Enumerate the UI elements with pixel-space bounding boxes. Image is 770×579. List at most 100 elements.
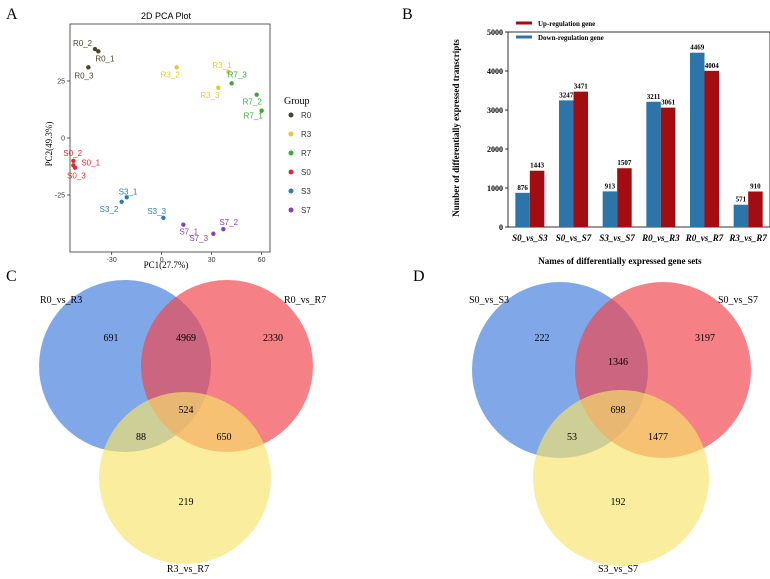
bar-data-label: 3061 [661,99,676,107]
pca-plot-frame [69,23,271,253]
venn-d-count-c-only: 192 [611,497,626,508]
bar-x-tick-label: R3_vs_R7 [728,233,767,243]
bar-s0_vs_s7-down [559,100,574,227]
bar-x-tick-label: S0_vs_S7 [556,233,592,243]
pca-legend-label: S3 [301,187,311,196]
pca-point-label: S7_2 [219,218,238,227]
bar-y-tick-label: 5000 [487,28,503,37]
pca-legend-label: R0 [301,111,312,120]
bar-r0_vs_r7-down [690,52,705,227]
bar-s0_vs_s7-up [573,91,588,227]
pca-point-r7_2 [254,92,259,97]
bar-data-label: 876 [517,184,528,192]
pca-point-label: R0_1 [95,54,115,63]
pca-point-s7_3 [211,231,216,236]
pca-legend-swatch-r0 [288,112,294,118]
pca-legend-label: R3 [301,130,312,139]
pca-point-label: S7_1 [179,228,198,237]
pca-x-tick-label: 30 [208,257,216,264]
pca-legend-swatch-s7 [288,207,294,213]
bar-data-label: 1507 [617,159,632,167]
bar-r3_vs_r7-up [748,191,763,227]
pca-point-label: R0_2 [73,39,93,48]
bar-y-tick-label: 2000 [487,145,503,154]
pca-point-r7_1 [259,108,264,113]
pca-point-r0_3 [86,65,91,70]
pca-title: 2D PCA Plot [141,11,192,21]
venn-c-count-b-only: 2330 [263,333,283,344]
pca-point-label: S7_3 [189,234,208,243]
pca-x-axis-label: PC1(27.7%) [144,260,189,270]
pca-legend-swatch-r3 [288,131,294,137]
venn-c-label-set-c: R3_vs_R7 [167,564,209,575]
bar-y-tick-label: 1000 [487,184,503,193]
venn-d-label-set-c: S3_vs_S7 [598,564,638,575]
pca-point-s3_2 [119,199,124,205]
bar-s0_vs_s3-down [515,192,530,227]
pca-y-tick-label: 0 [61,136,65,143]
panel-letter-d: D [413,268,425,285]
bar-y-tick-label: 0 [499,223,503,232]
bar-data-label: 1443 [530,162,545,170]
pca-point-s0_3 [72,165,78,170]
pca-x-tick-label: -30 [107,257,117,264]
pca-point-label: R7_2 [243,98,263,107]
pca-point-label: S0_3 [67,172,86,181]
pca-point-r0_1 [96,49,101,54]
pca-point-label: S0_1 [81,158,100,167]
venn-c-count-ac: 88 [136,432,146,443]
pca-point-s7_2 [221,227,226,232]
pca-panel: 2D PCA Plot -30 0 30 60 -25 0 25 R0_2R0_1R0_3 R… [44,11,312,270]
pca-point-label: S3_1 [119,187,138,196]
bar-s0_vs_s3-up [529,170,545,227]
bar-data-label: 3247 [559,91,574,99]
pca-legend-swatch-s0 [288,169,294,175]
bar-s3_vs_s7-down [602,191,618,227]
venn-d-count-abc: 698 [611,405,626,416]
bar-x-tick-label: R0_vs_R3 [641,233,680,243]
pca-y-tick-label: 25 [57,79,65,86]
venn-c-label-set-b: R0_vs_R7 [284,295,326,306]
bar-x-axis-label: Names of differentially expressed gene s… [538,256,702,266]
bar-x-tick-label: S3_vs_S7 [599,233,635,243]
pca-point-label: R3_1 [212,61,232,70]
bar-r0_vs_r3-down [646,101,661,227]
bar-y-tick-label: 4000 [487,67,503,76]
bar-x-tick-label: S0_vs_S3 [512,233,548,243]
venn-c-count-c-only: 219 [179,497,194,508]
venn-c-count-ab: 4969 [176,333,196,344]
pca-x-tick-label: 60 [258,257,266,264]
bar-x-tick-label: R0_vs_R7 [685,233,724,243]
bar-y-tick-label: 3000 [487,106,503,115]
pca-legend-label: R7 [301,149,312,158]
bar-legend-label: Down-regulation gene [538,34,604,42]
panel-letter-b: B [402,6,413,23]
bar-chart-panel: 0 1000 2000 3000 4000 5000 876 1443 S0_vs_S3 324… [451,20,770,266]
bar-data-label: 910 [750,183,761,191]
pca-legend-swatch-r7 [288,150,294,156]
pca-point-label: S3_2 [100,205,119,214]
pca-point-label: R3_2 [161,70,181,79]
venn-c-count-bc: 650 [217,432,232,443]
venn-d-panel: S0_vs_S3 S0_vs_S7 S3_vs_S7 222 3197 192 … [469,282,758,575]
bar-data-label: 913 [605,182,616,190]
pca-point-label: R3_3 [200,91,220,100]
pca-point-label: R0_3 [74,71,94,80]
venn-d-count-b-only: 3197 [695,333,715,344]
bar-r0_vs_r3-up [660,107,676,227]
bar-data-label: 3471 [574,83,589,91]
venn-d-count-bc: 1477 [648,432,668,443]
pca-x-tick-label: 0 [160,257,164,264]
venn-d-label-set-a: S0_vs_S3 [469,295,509,306]
pca-point-s7_1 [181,222,186,227]
pca-point-r3_3 [216,85,221,91]
pca-legend-swatch-s3 [288,188,294,194]
pca-point-r3_2 [174,65,179,70]
venn-c-count-a-only: 691 [104,333,119,344]
pca-point-s3_1 [124,195,129,200]
bar-s3_vs_s7-up [617,168,632,227]
bar-legend-label: Up-regulation gene [538,20,595,28]
pca-y-axis-label: PC2(49.3%) [44,122,54,167]
bar-r0_vs_r7-up [704,70,719,228]
